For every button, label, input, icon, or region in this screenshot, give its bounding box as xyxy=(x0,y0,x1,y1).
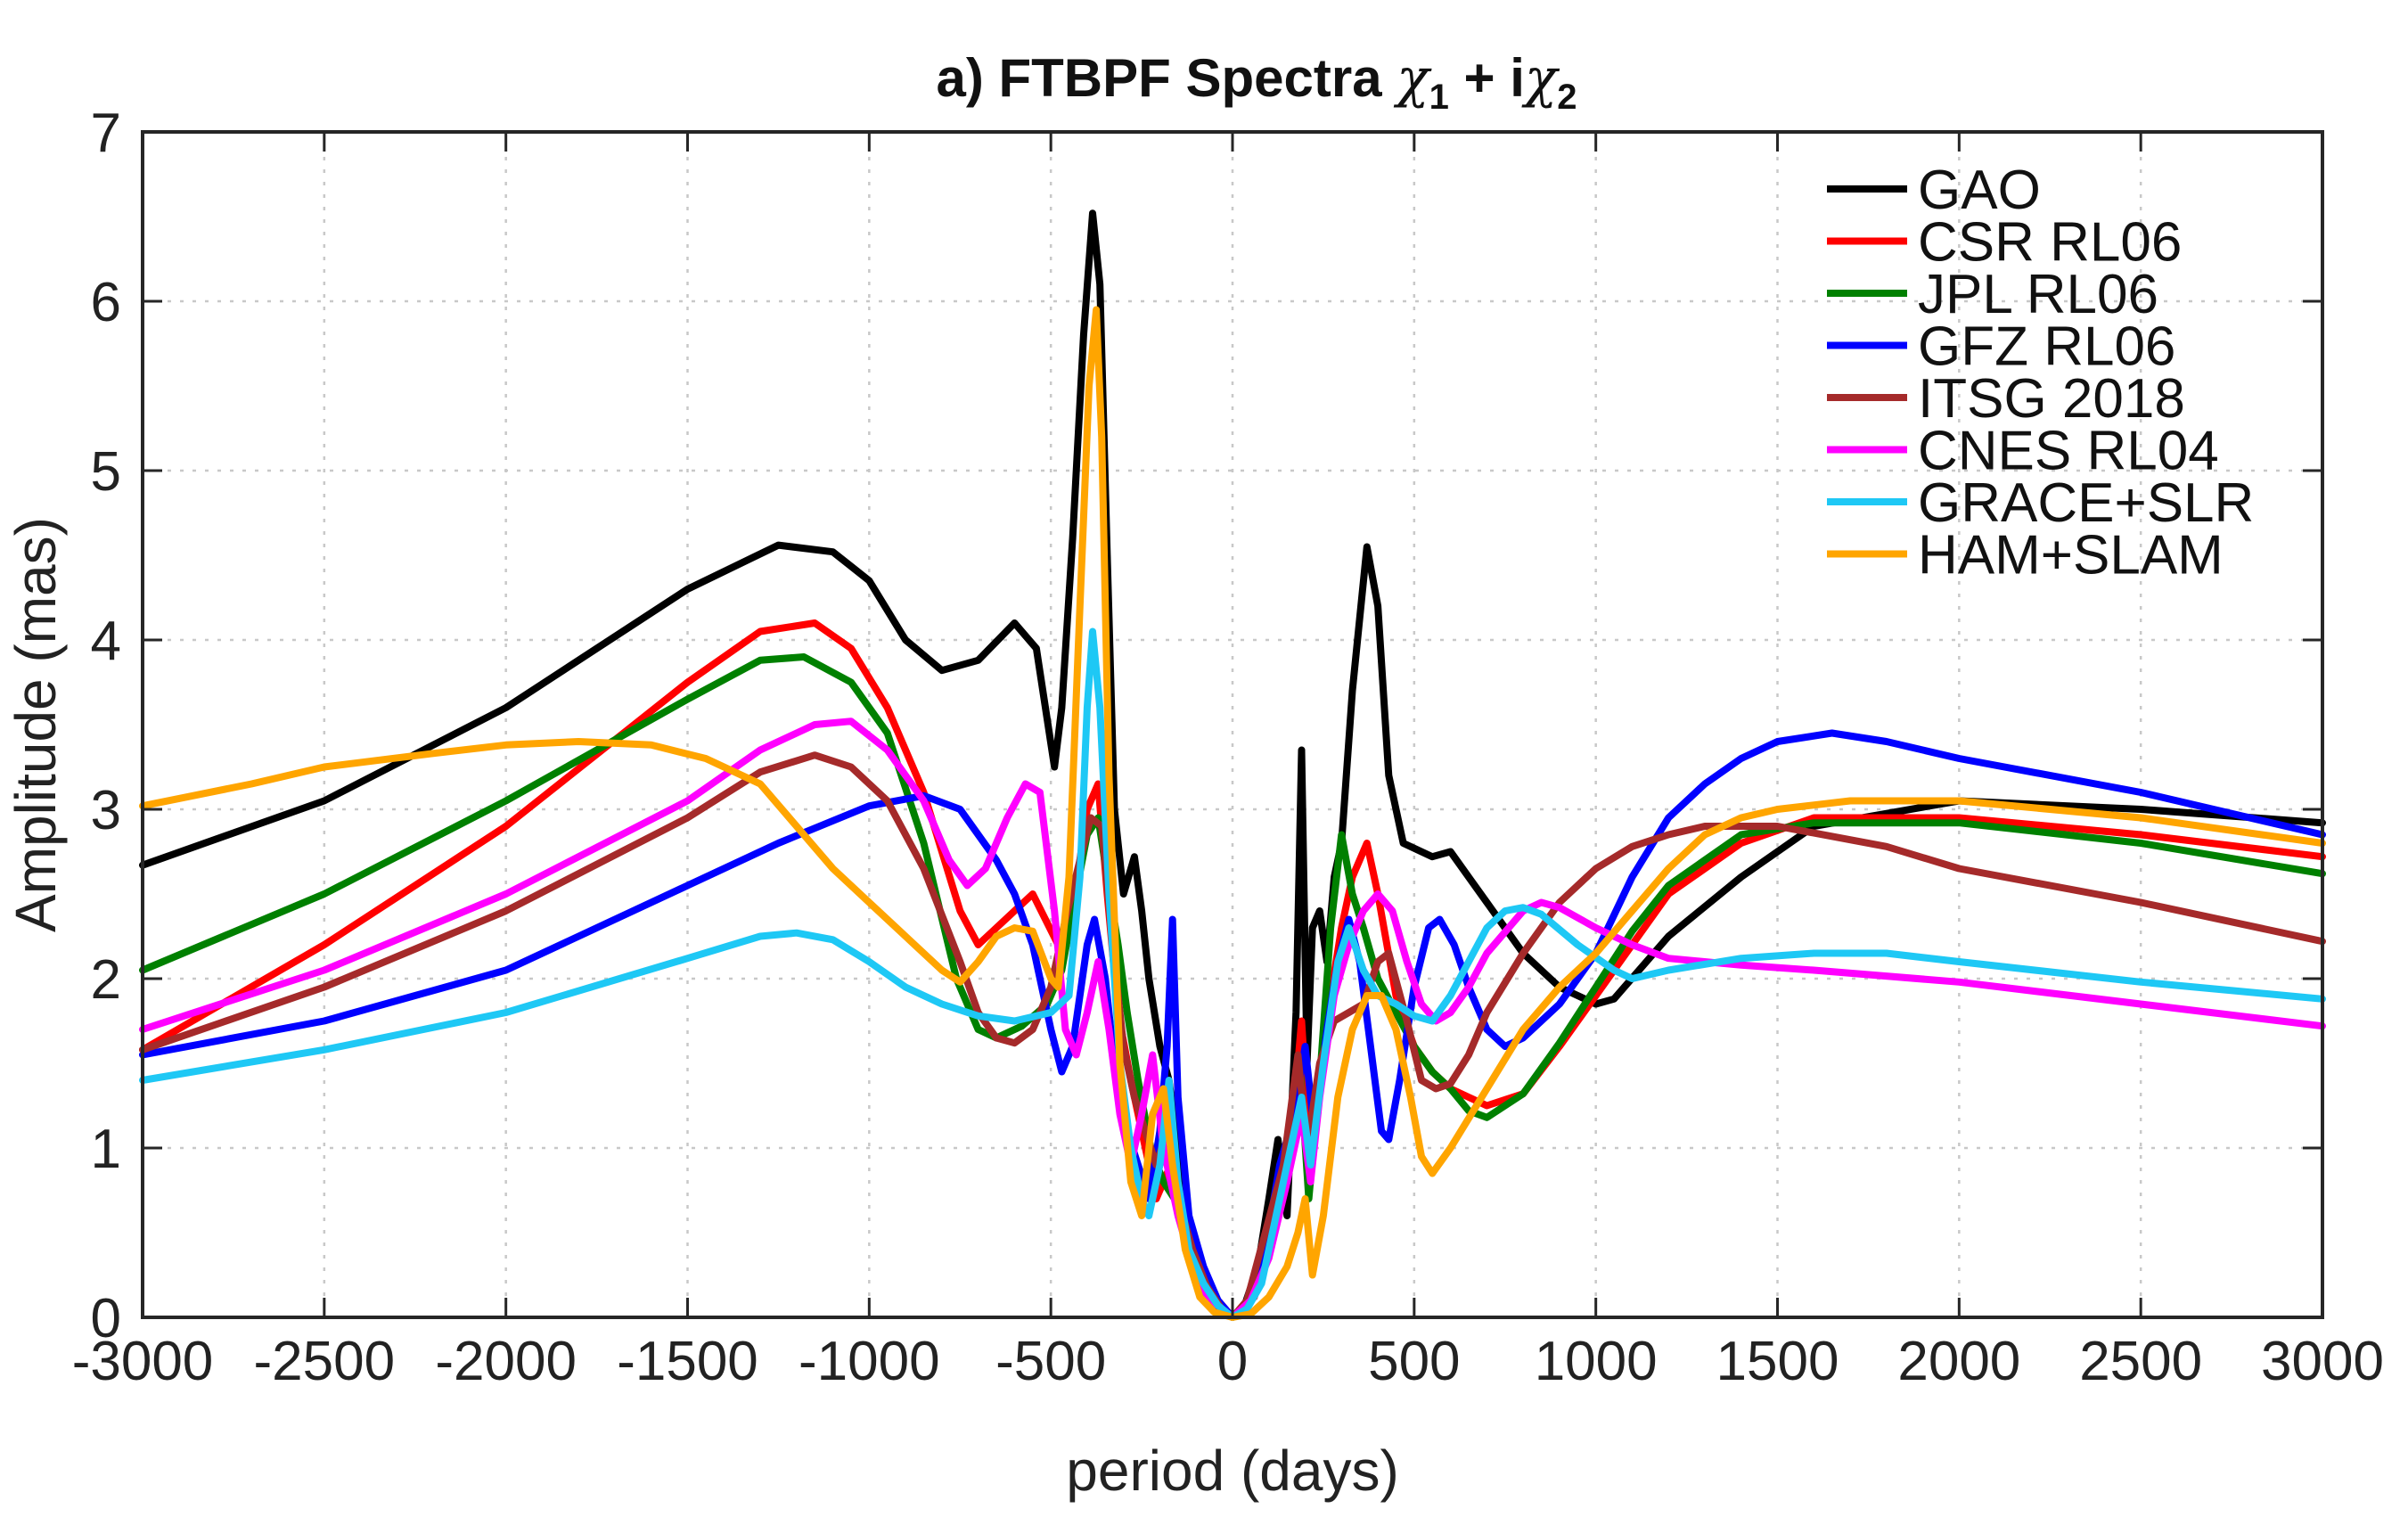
y-tick-label: 3 xyxy=(91,780,121,841)
chart-title: a) FTBPF Spectra χ1 + iχ2 xyxy=(936,47,1577,117)
ticks xyxy=(141,130,2324,1319)
y-tick-label: 0 xyxy=(91,1288,121,1349)
legend-label-itsg-2018: ITSG 2018 xyxy=(1918,368,2185,430)
y-tick-label: 5 xyxy=(91,441,121,503)
x-tick-label: -2500 xyxy=(254,1331,396,1392)
y-tick-label: 6 xyxy=(91,272,121,333)
legend-label-gao: GAO xyxy=(1918,160,2041,221)
x-tick-label: -1000 xyxy=(799,1331,940,1392)
x-tick-label: 3000 xyxy=(2261,1331,2384,1392)
x-tick-label: -1500 xyxy=(617,1331,758,1392)
x-tick-label: -3000 xyxy=(72,1331,214,1392)
x-tick-labels: -3000 -2500 -2000 -1500 -1000 -500 0 500 1000 150… xyxy=(72,1331,2384,1392)
legend-label-gfz-rl06: GFZ RL06 xyxy=(1918,316,2175,378)
legend-label-csr-rl06: CSR RL06 xyxy=(1918,212,2182,274)
y-axis-label: Amplitude (mas) xyxy=(4,517,68,932)
legend-label-jpl-rl06: JPL RL06 xyxy=(1918,264,2158,325)
x-tick-label: 0 xyxy=(1217,1331,1248,1392)
y-tick-label: 4 xyxy=(91,611,121,672)
x-tick-label: -500 xyxy=(995,1331,1106,1392)
x-axis-label: period (days) xyxy=(1066,1439,1399,1503)
x-tick-label: 1000 xyxy=(1535,1331,1658,1392)
legend-label-cnes-rl04: CNES RL04 xyxy=(1918,421,2219,482)
x-tick-label: 500 xyxy=(1368,1331,1460,1392)
grid xyxy=(143,132,2322,1317)
x-tick-label: -2000 xyxy=(435,1331,577,1392)
y-tick-label: 2 xyxy=(91,949,121,1011)
legend-label-ham-slam: HAM+SLAM xyxy=(1918,525,2224,586)
y-tick-labels: 0 1 2 3 4 5 6 7 xyxy=(91,102,121,1349)
legend-label-grace-slr: GRACE+SLR xyxy=(1918,472,2254,534)
x-tick-label: 1500 xyxy=(1716,1331,1839,1392)
x-tick-label: 2000 xyxy=(1897,1331,2020,1392)
y-tick-label: 7 xyxy=(91,102,121,164)
x-tick-label: 2500 xyxy=(2079,1331,2202,1392)
y-tick-label: 1 xyxy=(91,1119,121,1180)
series-line-ham-slam xyxy=(139,306,2326,1321)
